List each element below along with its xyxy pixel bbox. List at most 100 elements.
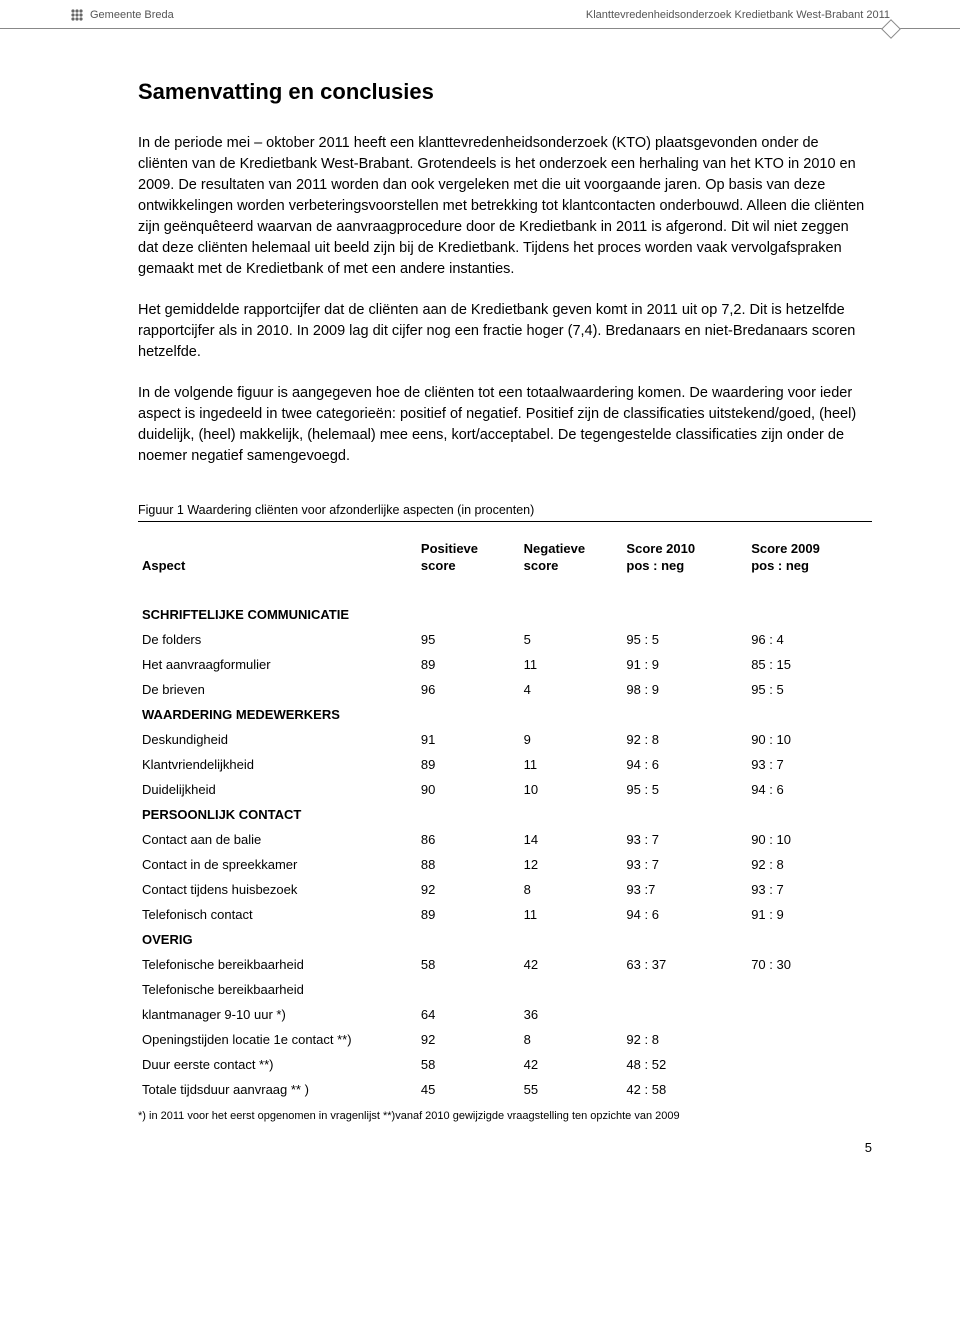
table-row: Duur eerste contact **)584248 : 52 (138, 1052, 872, 1077)
cell-aspect: Telefonisch contact (138, 902, 417, 927)
table-row: Telefonische bereikbaarheid584263 : 3770… (138, 952, 872, 977)
cell-s2009: 95 : 5 (747, 677, 872, 702)
cell-pos: 45 (417, 1077, 520, 1102)
cell-neg: 4 (520, 677, 623, 702)
section-title: OVERIG (138, 927, 872, 952)
content: Samenvatting en conclusies In de periode… (0, 29, 960, 1122)
cell-s2010: 93 : 7 (622, 827, 747, 852)
page: Gemeente Breda Klanttevredenheidsonderzo… (0, 0, 960, 1185)
section-title: SCHRIFTELIJKE COMMUNICATIE (138, 583, 872, 627)
cell-neg: 10 (520, 777, 623, 802)
header-right-text: Klanttevredenheidsonderzoek Kredietbank … (586, 9, 890, 21)
table-row: Telefonisch contact891194 : 691 : 9 (138, 902, 872, 927)
figure-caption: Figuur 1 Waardering cliënten voor afzond… (138, 503, 872, 522)
cell-s2009 (747, 1077, 872, 1102)
cell-s2009: 85 : 15 (747, 652, 872, 677)
page-title: Samenvatting en conclusies (138, 79, 872, 105)
th-pos-2: score (417, 558, 520, 583)
page-header: Gemeente Breda Klanttevredenheidsonderzo… (0, 0, 960, 29)
table-row: Het aanvraagformulier891191 : 985 : 15 (138, 652, 872, 677)
cell-s2010: 93 :7 (622, 877, 747, 902)
cell-s2010: 63 : 37 (622, 952, 747, 977)
cell-s2009: 92 : 8 (747, 852, 872, 877)
cell-pos: 89 (417, 902, 520, 927)
cell-s2009 (747, 1002, 872, 1027)
cell-aspect: Telefonische bereikbaarheid (138, 952, 417, 977)
cell-neg: 11 (520, 652, 623, 677)
cell-pos (417, 977, 520, 1002)
cell-s2010 (622, 977, 747, 1002)
cell-aspect: Het aanvraagformulier (138, 652, 417, 677)
table-row: De folders95595 : 596 : 4 (138, 627, 872, 652)
cell-aspect: Totale tijdsduur aanvraag ** ) (138, 1077, 417, 1102)
cell-neg: 8 (520, 1027, 623, 1052)
th-2009-2: pos : neg (747, 558, 872, 583)
cell-aspect: Deskundigheid (138, 727, 417, 752)
table-header: Positieve Negatieve Score 2010 Score 200… (138, 536, 872, 583)
cell-aspect: Openingstijden locatie 1e contact **) (138, 1027, 417, 1052)
cell-aspect: Klantvriendelijkheid (138, 752, 417, 777)
cell-s2009: 90 : 10 (747, 727, 872, 752)
cell-aspect: Contact tijdens huisbezoek (138, 877, 417, 902)
table-row: Telefonische bereikbaarheid (138, 977, 872, 1002)
paragraph-2: Het gemiddelde rapportcijfer dat de clië… (138, 300, 872, 363)
th-2009-1: Score 2009 (747, 536, 872, 558)
cell-aspect: Contact in de spreekkamer (138, 852, 417, 877)
th-2010-1: Score 2010 (622, 536, 747, 558)
cell-s2009: 94 : 6 (747, 777, 872, 802)
cell-pos: 92 (417, 877, 520, 902)
section-title: PERSOONLIJK CONTACT (138, 802, 872, 827)
cell-s2010: 98 : 9 (622, 677, 747, 702)
data-table: Positieve Negatieve Score 2010 Score 200… (138, 536, 872, 1102)
cell-s2009 (747, 1052, 872, 1077)
section-header-row: SCHRIFTELIJKE COMMUNICATIE (138, 583, 872, 627)
th-2010-2: pos : neg (622, 558, 747, 583)
cell-s2010: 48 : 52 (622, 1052, 747, 1077)
th-neg-1: Negatieve (520, 536, 623, 558)
cell-pos: 89 (417, 752, 520, 777)
cell-neg: 42 (520, 952, 623, 977)
cell-s2010: 42 : 58 (622, 1077, 747, 1102)
cell-aspect: De folders (138, 627, 417, 652)
cell-s2010 (622, 1002, 747, 1027)
cell-neg (520, 977, 623, 1002)
cell-s2009: 93 : 7 (747, 877, 872, 902)
table-row: Contact aan de balie861493 : 790 : 10 (138, 827, 872, 852)
page-number: 5 (0, 1122, 960, 1155)
cell-neg: 5 (520, 627, 623, 652)
cell-pos: 64 (417, 1002, 520, 1027)
section-title: WAARDERING MEDEWERKERS (138, 702, 872, 727)
table-row: Deskundigheid91992 : 890 : 10 (138, 727, 872, 752)
cell-s2010: 94 : 6 (622, 752, 747, 777)
footnote: *) in 2011 voor het eerst opgenomen in v… (138, 1110, 872, 1122)
cell-s2009 (747, 977, 872, 1002)
table-row: Duidelijkheid901095 : 594 : 6 (138, 777, 872, 802)
paragraph-3: In de volgende figuur is aangegeven hoe … (138, 383, 872, 467)
header-left: Gemeente Breda (70, 8, 174, 22)
cell-aspect: Contact aan de balie (138, 827, 417, 852)
cell-s2010: 95 : 5 (622, 777, 747, 802)
section-header-row: OVERIG (138, 927, 872, 952)
paragraph-1: In de periode mei – oktober 2011 heeft e… (138, 133, 872, 280)
cell-aspect: Duur eerste contact **) (138, 1052, 417, 1077)
cell-s2009: 93 : 7 (747, 752, 872, 777)
cell-pos: 90 (417, 777, 520, 802)
section-header-row: PERSOONLIJK CONTACT (138, 802, 872, 827)
th-aspect-2: Aspect (138, 558, 417, 583)
cell-s2009: 70 : 30 (747, 952, 872, 977)
cell-neg: 8 (520, 877, 623, 902)
table-row: Totale tijdsduur aanvraag ** )455542 : 5… (138, 1077, 872, 1102)
th-pos-1: Positieve (417, 536, 520, 558)
header-left-text: Gemeente Breda (90, 9, 174, 21)
cell-s2009 (747, 1027, 872, 1052)
cell-pos: 88 (417, 852, 520, 877)
table-row: Openingstijden locatie 1e contact **)928… (138, 1027, 872, 1052)
table-row: klantmanager 9-10 uur *)6436 (138, 1002, 872, 1027)
table-row: De brieven96498 : 995 : 5 (138, 677, 872, 702)
cell-neg: 12 (520, 852, 623, 877)
cell-neg: 14 (520, 827, 623, 852)
cell-pos: 89 (417, 652, 520, 677)
section-header-row: WAARDERING MEDEWERKERS (138, 702, 872, 727)
cell-s2009: 91 : 9 (747, 902, 872, 927)
cell-aspect: De brieven (138, 677, 417, 702)
